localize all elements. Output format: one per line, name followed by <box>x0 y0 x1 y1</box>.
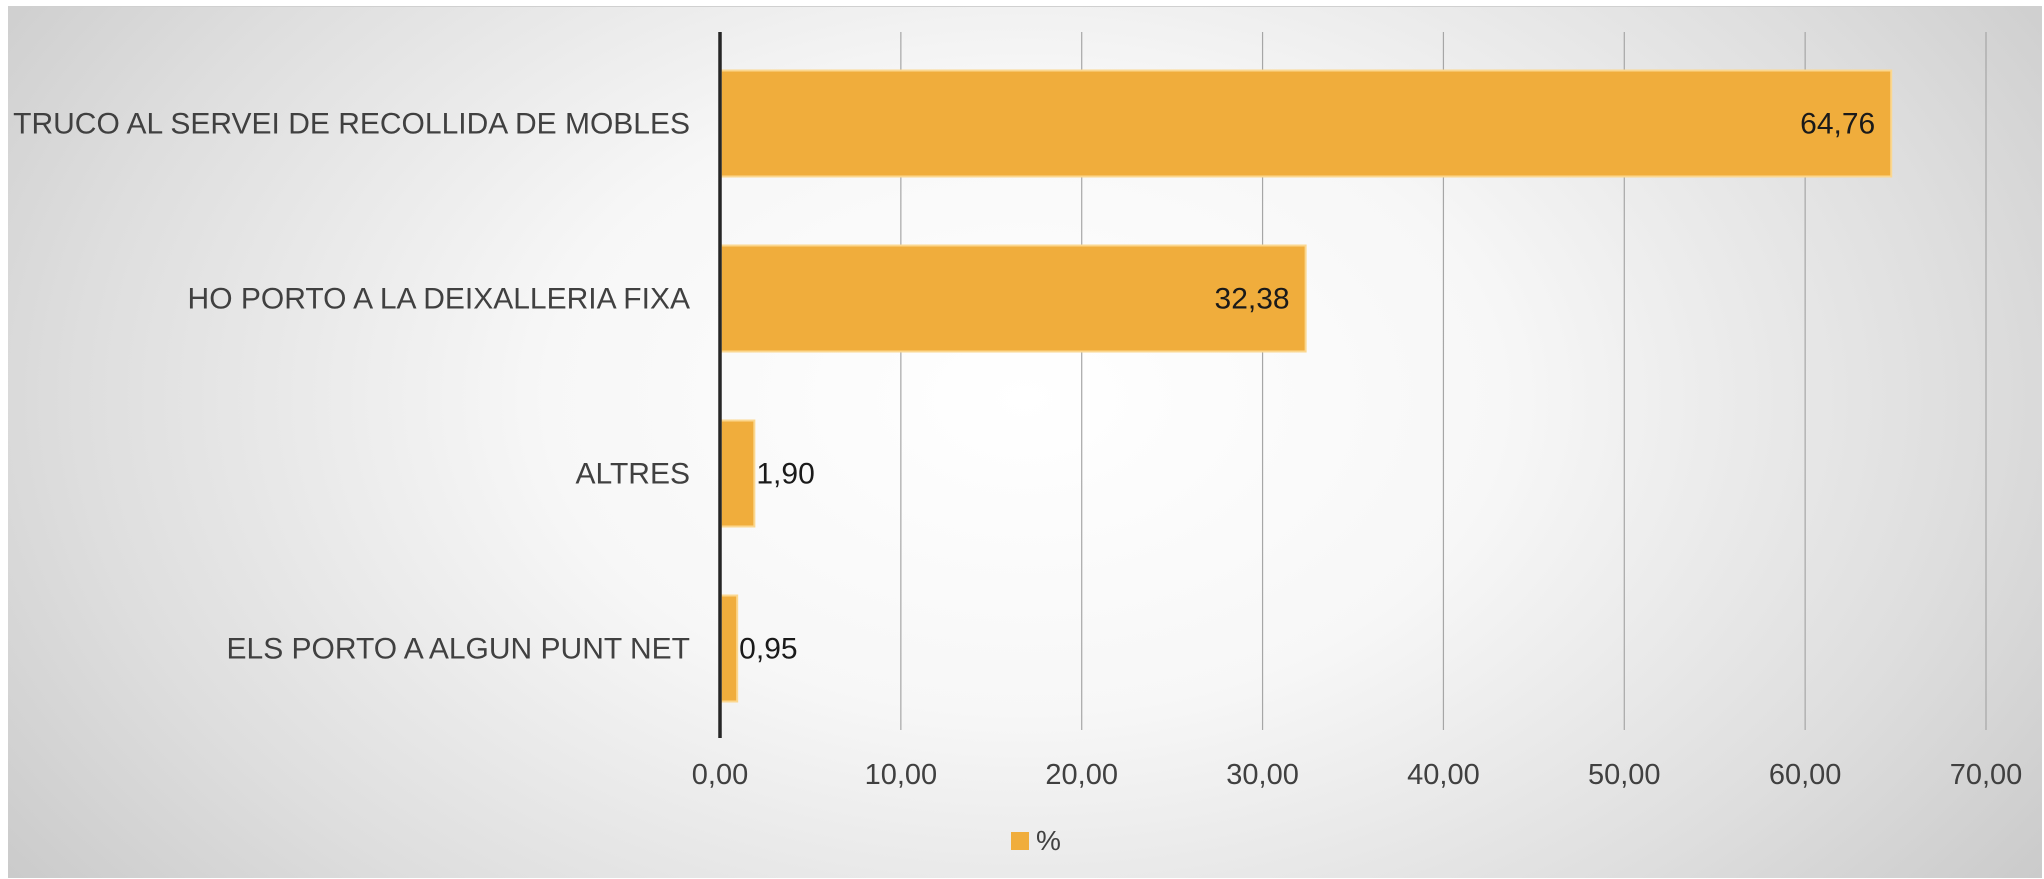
bar <box>720 594 739 703</box>
x-tick-label: 10,00 <box>865 759 938 791</box>
data-label: 0,95 <box>739 633 797 666</box>
bar-chart: 0,00 10,00 20,00 30,00 40,00 50,00 60,00 70,00 T… <box>13 32 2022 856</box>
legend: % <box>1011 825 1061 856</box>
data-label: 32,38 <box>1215 283 1290 316</box>
data-label: 64,76 <box>1800 108 1875 141</box>
category-label: ALTRES <box>576 458 690 491</box>
category-label: HO PORTO A LA DEIXALLERIA FIXA <box>188 283 690 316</box>
x-tick-label: 40,00 <box>1407 759 1480 791</box>
category-label: ELS PORTO A ALGUN PUNT NET <box>227 633 691 666</box>
x-tick-label: 20,00 <box>1045 759 1118 791</box>
x-tick-label: 0,00 <box>692 759 748 791</box>
labels: 0,00 10,00 20,00 30,00 40,00 50,00 60,00 70,00 T… <box>13 108 2022 792</box>
data-label: 1,90 <box>756 458 814 491</box>
x-tick-label: 50,00 <box>1588 759 1661 791</box>
bars <box>720 69 1893 703</box>
legend-swatch <box>1011 832 1029 850</box>
x-tick-label: 60,00 <box>1769 759 1842 791</box>
chart-area: 0,00 10,00 20,00 30,00 40,00 50,00 60,00 70,00 T… <box>8 6 2042 878</box>
x-tick-label: 30,00 <box>1226 759 1299 791</box>
bar <box>720 69 1893 178</box>
bar <box>720 419 756 528</box>
x-tick-label: 70,00 <box>1950 759 2023 791</box>
category-label: TRUCO AL SERVEI DE RECOLLIDA DE MOBLES <box>13 108 690 141</box>
legend-label: % <box>1036 825 1061 856</box>
